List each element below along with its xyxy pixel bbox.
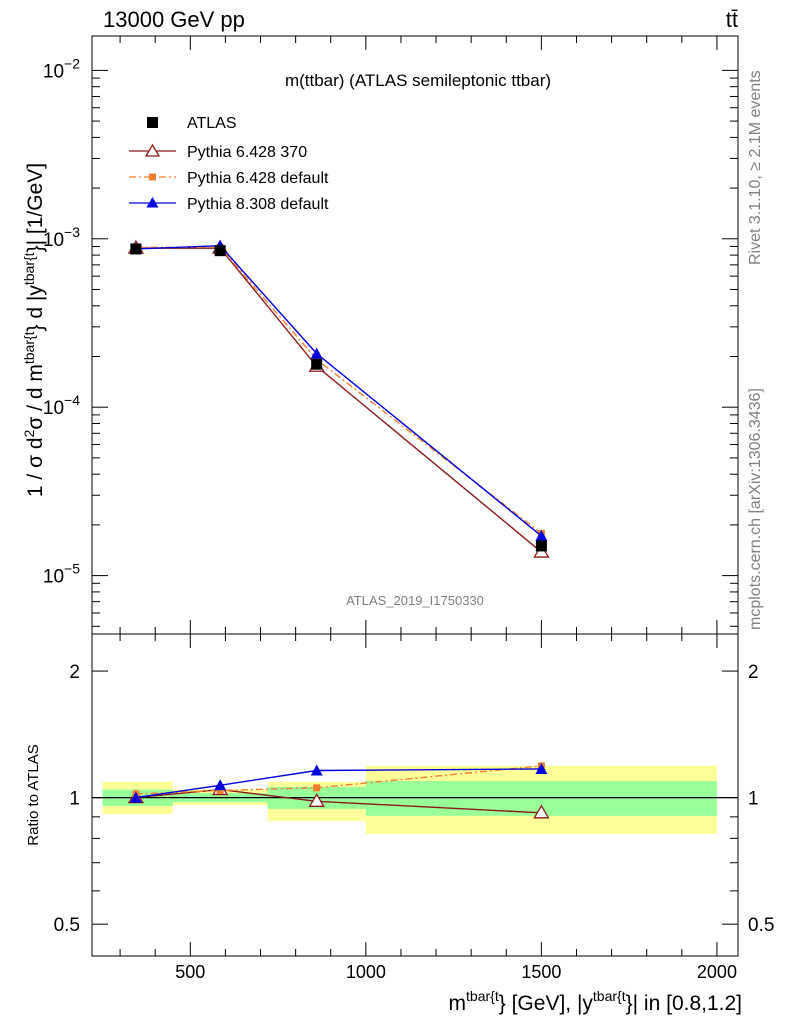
y-tick-label: 10−3 <box>43 224 80 251</box>
main-point-atlas-data <box>214 245 226 257</box>
legend-label-pythia8-default: Pythia 8.308 default <box>187 196 329 213</box>
legend-marker-pythia8-default <box>146 197 159 208</box>
ratio-point-pythia-8-308-default <box>129 791 142 803</box>
ratio-y-tick-label-left: 1 <box>69 789 80 810</box>
main-point-atlas-data <box>311 358 323 370</box>
ratio-point-pythia-8-308-default <box>310 764 323 776</box>
main-point-atlas-data <box>130 243 142 255</box>
analysis-watermark: ATLAS_2019_I1750330 <box>346 593 484 608</box>
ratio-panel-frame <box>91 633 739 957</box>
legend-marker-pythia6-default <box>149 173 156 181</box>
chart-title: m(ttbar) (ATLAS semileptonic ttbar) <box>285 71 551 90</box>
main-point-pythia-8-308-default <box>310 347 323 359</box>
legend-label-pythia6-370: Pythia 6.428 370 <box>187 144 307 161</box>
ratio-y-tick-label-left: 0.5 <box>54 915 80 936</box>
y-tick-label: 10−4 <box>43 392 80 419</box>
legend-label-atlas: ATLAS <box>187 115 237 132</box>
legend: ATLAS Pythia 6.428 370 Pythia 6.428 defa… <box>129 115 329 213</box>
legend-label-pythia6-default: Pythia 6.428 default <box>187 170 329 187</box>
main-y-axis-label: 1 / σ d2σ / d mtbar{t} d |ytbar{t}| [1/G… <box>21 163 47 497</box>
main-panel-ticks: 10−2 10−3 10−4 10−5 <box>43 36 738 634</box>
ratio-panel-data <box>127 762 550 819</box>
ratio-y-tick-label-right: 2 <box>748 662 759 683</box>
ratio-y-tick-label-right: 0.5 <box>748 915 774 936</box>
x-tick-label: 500 <box>175 962 205 982</box>
ratio-point-pythia-8-308-default <box>535 762 548 774</box>
ratio-panel-ticks: 500 1000 1500 2000 0.5 0.5 1 1 2 2 <box>54 634 774 982</box>
ratio-panel: 500 1000 1500 2000 0.5 0.5 1 1 2 2 Ratio to ATLAS… <box>25 633 774 1015</box>
ratio-point-pythia-6-428-default <box>313 784 321 792</box>
ratio-y-tick-label-right: 1 <box>748 789 759 810</box>
main-line-pythia-6-428-default <box>135 246 542 534</box>
legend-marker-pythia6-370 <box>144 143 161 157</box>
ratio-uncertainty-bands <box>92 765 738 834</box>
header-right: tt̄ <box>726 7 738 32</box>
ratio-point-pythia-6-428-default <box>216 786 224 794</box>
main-panel: 10−2 10−3 10−4 10−5 m(ttbar) (ATLAS semilep… <box>21 35 739 635</box>
ratio-point-pythia-6-428-370 <box>533 804 550 819</box>
legend-marker-atlas <box>147 117 158 128</box>
ratio-point-pythia-8-308-default <box>214 779 227 791</box>
mcplots-credit-label: mcplots.cern.ch [arXiv:1306.3436] <box>747 388 764 630</box>
ratio-y-axis-label: Ratio to ATLAS <box>25 744 42 845</box>
main-line-pythia-6-428-370 <box>135 247 542 553</box>
x-tick-label: 1000 <box>346 962 386 982</box>
y-tick-label: 10−5 <box>43 561 80 588</box>
x-tick-label: 1500 <box>521 962 561 982</box>
x-axis-label: mtbar{t} [GeV], |ytbar{t}| in [0.8,1.2] <box>449 988 742 1015</box>
ratio-y-tick-label-left: 2 <box>69 662 80 683</box>
main-panel-data <box>127 239 550 558</box>
main-point-pythia-8-308-default <box>535 529 548 541</box>
rivet-version-label: Rivet 3.1.10, ≥ 2.1M events <box>747 70 764 265</box>
ratio-point-pythia-6-428-370 <box>308 793 325 807</box>
y-tick-label: 10−2 <box>43 55 80 82</box>
main-point-atlas-data <box>535 540 547 552</box>
header-left: 13000 GeV pp <box>103 7 245 32</box>
main-line-pythia-8-308-default <box>135 244 542 537</box>
x-tick-label: 2000 <box>697 962 737 982</box>
ratio-line-pythia-6-428-370 <box>135 788 542 814</box>
ratio-line-pythia-8-308-default <box>135 768 542 799</box>
